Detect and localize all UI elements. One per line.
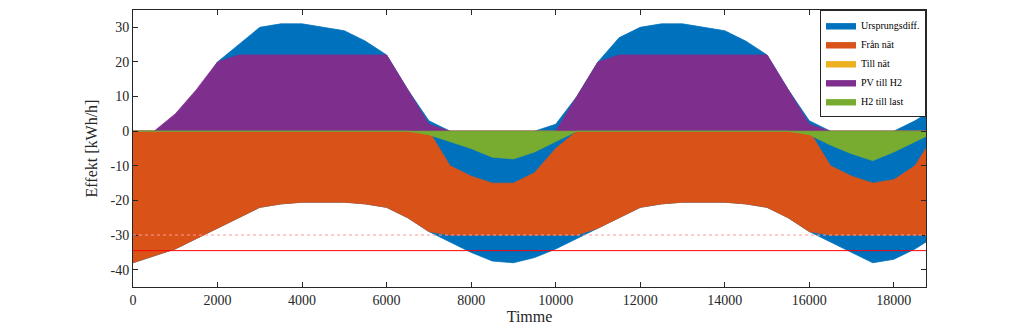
svg-text:H2 till last: H2 till last	[861, 96, 903, 107]
svg-text:12000: 12000	[623, 293, 658, 308]
svg-text:4000: 4000	[288, 293, 316, 308]
svg-text:14000: 14000	[707, 293, 742, 308]
svg-text:Ursprungsdiff.: Ursprungsdiff.	[861, 20, 919, 31]
svg-text:PV till H2: PV till H2	[861, 77, 902, 88]
svg-text:2000: 2000	[204, 293, 232, 308]
svg-text:10: 10	[115, 89, 129, 104]
svg-text:-30: -30	[111, 228, 130, 243]
svg-text:18000: 18000	[876, 293, 911, 308]
svg-text:10000: 10000	[538, 293, 573, 308]
svg-text:20: 20	[115, 55, 129, 70]
svg-text:0: 0	[122, 124, 129, 139]
svg-text:-10: -10	[111, 159, 130, 174]
svg-text:-40: -40	[111, 263, 130, 278]
svg-text:Timme: Timme	[507, 308, 553, 325]
svg-text:Till nät: Till nät	[861, 58, 890, 69]
svg-text:6000: 6000	[373, 293, 401, 308]
svg-text:-20: -20	[111, 193, 130, 208]
svg-text:0: 0	[130, 293, 137, 308]
svg-text:30: 30	[115, 20, 129, 35]
svg-text:Effekt [kWh/h]: Effekt [kWh/h]	[83, 100, 100, 198]
svg-text:16000: 16000	[792, 293, 827, 308]
svg-text:8000: 8000	[457, 293, 485, 308]
svg-text:Från nät: Från nät	[861, 39, 894, 50]
